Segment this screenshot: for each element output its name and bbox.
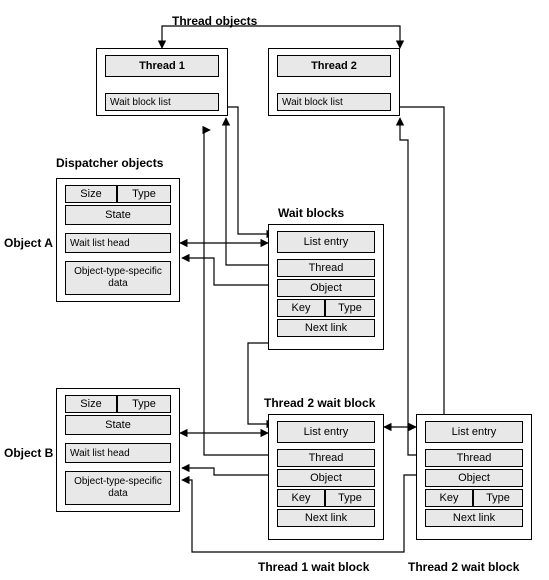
wbBl-key: Key — [277, 489, 325, 507]
wbBl-object: Object — [277, 469, 375, 487]
thread1-title: Thread 1 — [105, 55, 219, 77]
heading-t1-wait-block: Thread 1 wait block — [258, 560, 369, 574]
wbA-key: Key — [277, 299, 325, 317]
wbBr-next: Next link — [425, 509, 523, 527]
heading-dispatcher-objects: Dispatcher objects — [56, 156, 163, 170]
dispB-type: Type — [117, 395, 171, 413]
label-object-b: Object B — [4, 446, 53, 460]
label-object-a: Object A — [4, 236, 53, 250]
wbBr-object: Object — [425, 469, 523, 487]
thread1-box: Thread 1 Wait block list — [96, 48, 228, 116]
wbBl-list-entry: List entry — [277, 421, 375, 443]
heading-t2-wait-block-b: Thread 2 wait block — [408, 560, 519, 574]
heading-wait-blocks: Wait blocks — [278, 206, 344, 220]
dispA-state: State — [65, 205, 171, 225]
thread1-wbl: Wait block list — [105, 93, 219, 111]
heading-t2-wait-block: Thread 2 wait block — [264, 396, 375, 410]
thread2-wbl: Wait block list — [277, 93, 391, 111]
dispB-otsd: Object-type-specific data — [65, 471, 171, 505]
wbA-box: List entry Thread Object Key Type Next l… — [268, 224, 384, 350]
wbBl-next: Next link — [277, 509, 375, 527]
wbBr-thread: Thread — [425, 449, 523, 467]
wbB-right-box: List entry Thread Object Key Type Next l… — [416, 414, 532, 540]
dispB-state: State — [65, 415, 171, 435]
dispA-box: Size Type State Wait list head Object-ty… — [56, 178, 180, 302]
wbB-left-box: List entry Thread Object Key Type Next l… — [268, 414, 384, 540]
dispB-box: Size Type State Wait list head Object-ty… — [56, 388, 180, 512]
wbBl-type: Type — [325, 489, 375, 507]
diagram-canvas: Thread objects Dispatcher objects Wait b… — [0, 0, 549, 580]
wbBl-thread: Thread — [277, 449, 375, 467]
dispB-size: Size — [65, 395, 117, 413]
dispA-type: Type — [117, 185, 171, 203]
thread2-box: Thread 2 Wait block list — [268, 48, 400, 116]
wbBr-list-entry: List entry — [425, 421, 523, 443]
dispA-wlh: Wait list head — [65, 233, 171, 253]
dispA-otsd: Object-type-specific data — [65, 261, 171, 295]
heading-thread-objects: Thread objects — [172, 14, 257, 28]
thread2-title: Thread 2 — [277, 55, 391, 77]
wbA-type: Type — [325, 299, 375, 317]
dispB-wlh: Wait list head — [65, 443, 171, 463]
wbA-next: Next link — [277, 319, 375, 337]
wbBr-key: Key — [425, 489, 473, 507]
wbBr-type: Type — [473, 489, 523, 507]
wbA-list-entry: List entry — [277, 231, 375, 253]
wbA-thread: Thread — [277, 259, 375, 277]
dispA-size: Size — [65, 185, 117, 203]
wbA-object: Object — [277, 279, 375, 297]
